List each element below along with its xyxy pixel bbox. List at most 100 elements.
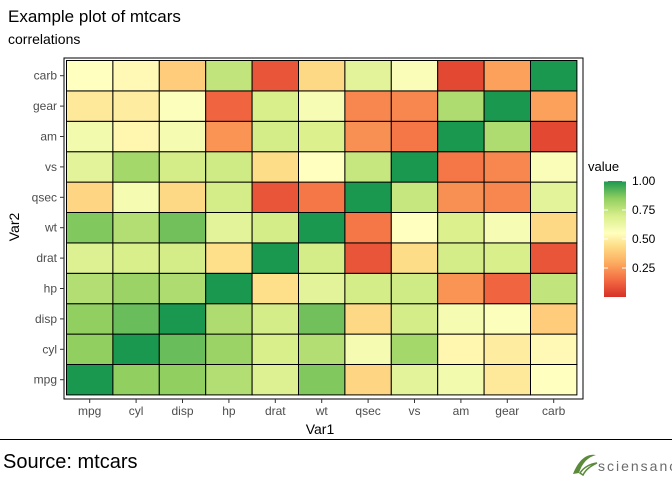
heatmap-cell bbox=[483, 120, 532, 153]
logo-leaf-icon bbox=[578, 462, 598, 477]
heatmap-cell bbox=[298, 181, 346, 214]
heatmap-cell bbox=[251, 120, 300, 153]
heatmap-cell bbox=[483, 364, 532, 396]
heatmap-cell bbox=[158, 212, 207, 244]
heatmap-cell bbox=[390, 60, 439, 92]
heatmap-chart: mpg cyl disp hp drat wt qsec vs am gear carb mpg cy… bbox=[6, 57, 656, 437]
color-legend: value 0.25 0.50 0.75 1.00 bbox=[588, 159, 656, 297]
heatmap-cell bbox=[344, 90, 392, 122]
chart-title: Example plot of mtcars bbox=[8, 7, 181, 26]
heatmap-cell bbox=[112, 333, 160, 366]
heatmap-cell bbox=[437, 242, 485, 274]
heatmap-cell bbox=[344, 151, 392, 183]
sciensano-logo: sciensano bbox=[573, 454, 672, 477]
heatmap-cell bbox=[158, 60, 207, 92]
heatmap-cell bbox=[251, 181, 300, 214]
footer-divider bbox=[0, 439, 672, 440]
heatmap-cell bbox=[298, 90, 346, 122]
heatmap-cell bbox=[158, 90, 207, 122]
x-tick-label: wt bbox=[315, 404, 329, 418]
heatmap-cell bbox=[344, 242, 392, 274]
heatmap-cell bbox=[251, 60, 300, 92]
heatmap-cell bbox=[66, 151, 114, 183]
x-tick-label: mpg bbox=[78, 404, 101, 418]
heatmap-cell bbox=[437, 364, 485, 396]
heatmap-cell bbox=[437, 212, 485, 244]
heatmap-cell bbox=[344, 60, 392, 92]
x-tick-label: gear bbox=[495, 404, 519, 418]
heatmap-cell bbox=[530, 303, 578, 335]
heatmap-cell bbox=[251, 90, 300, 122]
y-tick-label: qsec bbox=[32, 190, 57, 204]
x-tick-label: am bbox=[453, 404, 470, 418]
heatmap-cell bbox=[112, 272, 160, 305]
heatmap-cell bbox=[251, 303, 300, 335]
heatmap-cell bbox=[112, 120, 160, 153]
x-tick-label: cyl bbox=[129, 404, 144, 418]
heatmap-cell bbox=[298, 364, 346, 396]
heatmap-cell bbox=[298, 272, 346, 305]
heatmap-cell bbox=[437, 60, 485, 92]
heatmap-cell bbox=[251, 151, 300, 183]
heatmap-cell bbox=[437, 151, 485, 183]
heatmap-cell bbox=[112, 364, 160, 396]
heatmap-cell bbox=[66, 364, 114, 396]
heatmap-cell bbox=[483, 90, 532, 122]
x-tick-label: drat bbox=[265, 404, 286, 418]
plot-panel-border bbox=[63, 57, 584, 400]
heatmap-cell bbox=[112, 181, 160, 214]
heatmap-cell bbox=[112, 303, 160, 335]
heatmap-cell bbox=[530, 60, 578, 92]
heatmap-cell bbox=[437, 90, 485, 122]
heatmap-cell bbox=[205, 272, 253, 305]
heatmap-cell bbox=[158, 120, 207, 153]
heatmap-cell bbox=[251, 212, 300, 244]
heatmap-cell bbox=[298, 151, 346, 183]
heatmap-cell bbox=[344, 364, 392, 396]
heatmap-cell bbox=[112, 151, 160, 183]
heatmap-cell bbox=[390, 242, 439, 274]
heatmap-cell bbox=[298, 120, 346, 153]
y-tick-label: carb bbox=[34, 69, 58, 83]
heatmap-cell bbox=[66, 242, 114, 274]
heatmap-cell bbox=[344, 333, 392, 366]
x-tick-label: vs bbox=[409, 404, 421, 418]
heatmap-cell bbox=[112, 212, 160, 244]
heatmap-cell bbox=[530, 120, 578, 153]
x-tick-label: carb bbox=[542, 404, 566, 418]
heatmap-cell bbox=[298, 242, 346, 274]
heatmap-cell bbox=[530, 212, 578, 244]
heatmap-cell bbox=[483, 272, 532, 305]
heatmap-cell bbox=[344, 272, 392, 305]
heatmap-cell bbox=[483, 151, 532, 183]
heatmap-cell bbox=[390, 120, 439, 153]
logo-wordmark: sciensano bbox=[598, 458, 672, 474]
x-tick-label: qsec bbox=[355, 404, 380, 418]
heatmap-cell bbox=[205, 90, 253, 122]
heatmap-cell bbox=[483, 333, 532, 366]
heatmap-cell bbox=[437, 181, 485, 214]
heatmap-cell bbox=[390, 181, 439, 214]
heatmap-cell bbox=[298, 60, 346, 92]
heatmap-cell bbox=[205, 120, 253, 153]
heatmap-cell bbox=[205, 303, 253, 335]
heatmap-cell bbox=[344, 212, 392, 244]
heatmap-cell bbox=[158, 242, 207, 274]
legend-tick-label: 0.25 bbox=[632, 261, 656, 275]
heatmap-cell bbox=[112, 242, 160, 274]
heatmap-cell bbox=[530, 333, 578, 366]
heatmap-cell bbox=[66, 181, 114, 214]
heatmap-cell bbox=[205, 212, 253, 244]
heatmap-cell bbox=[390, 333, 439, 366]
heatmap-cell bbox=[251, 272, 300, 305]
legend-ticks: 0.25 0.50 0.75 1.00 bbox=[604, 174, 656, 275]
heatmap-cell bbox=[483, 181, 532, 214]
source-caption: Source: mtcars bbox=[3, 451, 138, 473]
heatmap-cell bbox=[298, 333, 346, 366]
heatmap-cell bbox=[205, 60, 253, 92]
heatmap-cell bbox=[530, 181, 578, 214]
heatmap-cell bbox=[390, 303, 439, 335]
heatmap-cell bbox=[390, 272, 439, 305]
heatmap-cell bbox=[112, 90, 160, 122]
legend-tick-label: 1.00 bbox=[632, 174, 656, 188]
